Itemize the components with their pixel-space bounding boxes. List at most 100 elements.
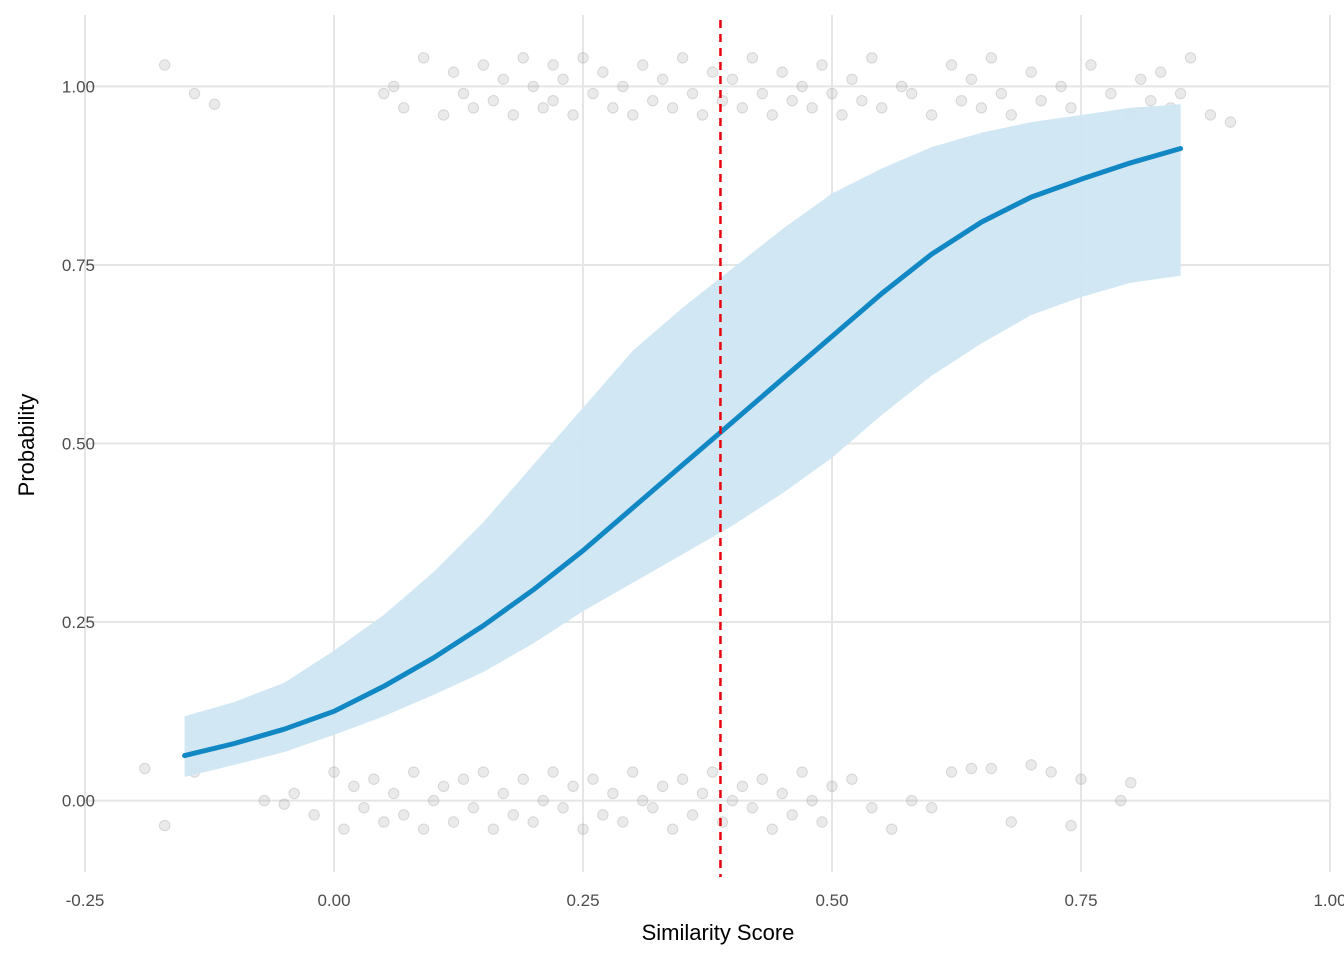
data-point (637, 59, 649, 71)
data-point (696, 109, 709, 121)
data-point (756, 87, 768, 100)
data-point (517, 773, 529, 785)
y-tick-label: 0.50 (62, 435, 95, 454)
data-point (547, 95, 559, 107)
confidence-ribbon (184, 104, 1181, 778)
data-point (1065, 102, 1077, 114)
data-point (1045, 766, 1057, 778)
data-point (846, 773, 858, 785)
data-point (547, 59, 559, 71)
data-point (427, 794, 440, 807)
data-point (497, 787, 510, 800)
data-point (288, 787, 300, 800)
data-point (736, 780, 749, 792)
data-point (985, 762, 998, 775)
data-point (1184, 52, 1197, 64)
data-point (637, 794, 649, 807)
data-point (1055, 80, 1067, 93)
data-point (676, 773, 689, 785)
x-tick-label: 0.25 (566, 891, 599, 910)
data-point (1035, 95, 1047, 107)
data-point (746, 52, 759, 64)
data-point (567, 780, 579, 792)
data-point (706, 766, 719, 778)
data-point (308, 809, 320, 821)
data-point (647, 802, 659, 814)
data-point (597, 809, 609, 821)
data-point (607, 787, 619, 800)
data-point (388, 787, 400, 800)
data-point (995, 87, 1008, 100)
data-point (1135, 73, 1147, 85)
data-point (607, 102, 619, 114)
data-point (577, 52, 589, 64)
data-point (527, 816, 539, 828)
data-point (905, 794, 918, 807)
data-point (766, 109, 778, 121)
y-tick-label: 1.00 (62, 77, 95, 96)
data-point (597, 66, 609, 78)
data-point (358, 802, 370, 814)
data-point (945, 59, 958, 71)
data-point (647, 95, 659, 107)
data-point (258, 794, 270, 807)
data-point (487, 95, 500, 107)
data-point (338, 823, 350, 835)
data-point (348, 780, 360, 792)
x-tick-label: 0.75 (1064, 891, 1097, 910)
data-point (656, 73, 669, 85)
data-point (766, 823, 778, 835)
data-point (208, 98, 221, 110)
data-point (686, 809, 699, 821)
data-point (557, 73, 569, 85)
data-point (1105, 87, 1117, 100)
data-point (1005, 109, 1017, 121)
data-point (786, 809, 798, 821)
data-point (706, 66, 719, 78)
data-point (826, 780, 838, 792)
data-point (975, 102, 988, 114)
data-point (587, 773, 599, 785)
data-point (816, 59, 828, 71)
data-point (686, 87, 699, 100)
data-point (1025, 759, 1037, 771)
data-point (567, 109, 579, 121)
data-point (278, 798, 290, 810)
data-point (398, 809, 410, 821)
data-point (477, 766, 490, 778)
data-point (577, 823, 589, 835)
data-point (457, 773, 470, 785)
data-point (467, 802, 480, 814)
y-tick-label: 0.25 (62, 613, 95, 632)
data-point (467, 102, 480, 114)
data-point (826, 87, 838, 100)
data-point (965, 73, 978, 85)
data-point (776, 66, 788, 78)
x-tick-label: 0.50 (815, 891, 848, 910)
data-point (666, 823, 679, 835)
data-point (786, 95, 798, 107)
data-point (368, 773, 380, 785)
data-point (188, 87, 201, 100)
data-point (378, 87, 390, 100)
data-point (726, 73, 739, 85)
data-point (537, 102, 549, 114)
data-point (497, 73, 510, 85)
data-point (756, 773, 768, 785)
data-point (955, 95, 968, 107)
data-point (617, 816, 629, 828)
confidence-ribbon-layer (184, 104, 1181, 778)
data-point (388, 80, 400, 93)
data-point (398, 102, 410, 114)
data-point (716, 95, 729, 107)
x-tick-label: 1.00 (1313, 891, 1344, 910)
data-point (139, 762, 151, 775)
data-point (507, 109, 519, 121)
data-point (1025, 66, 1037, 78)
data-point (866, 802, 878, 814)
data-point (866, 52, 878, 64)
data-point (158, 59, 171, 71)
data-point (905, 87, 918, 100)
data-point (726, 794, 739, 807)
